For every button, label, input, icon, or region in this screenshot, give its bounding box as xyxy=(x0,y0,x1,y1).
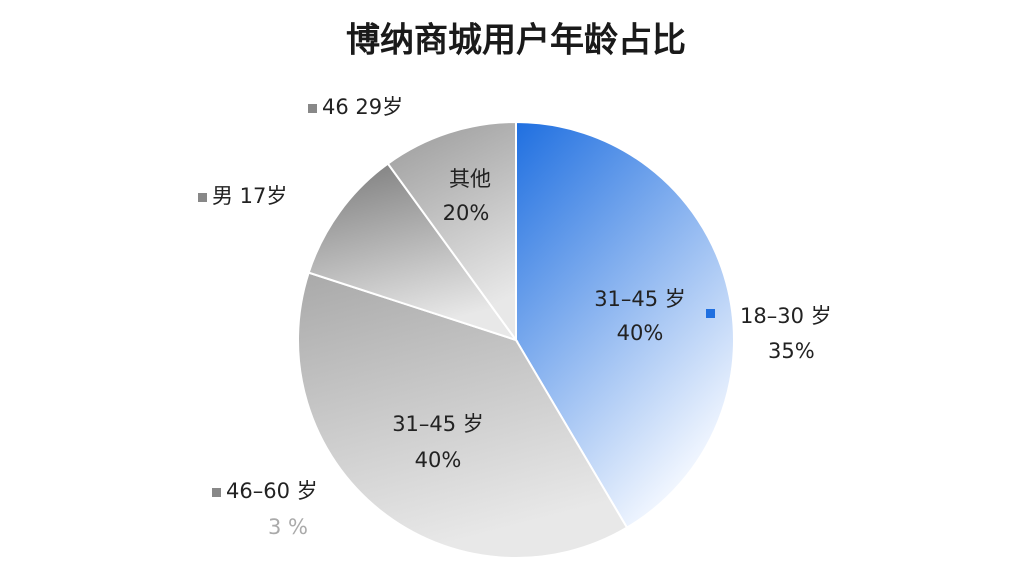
chart-title: 博纳商城用户年龄占比 xyxy=(346,21,686,61)
pie-slice xyxy=(515,120,735,530)
label-marker xyxy=(308,104,317,113)
slice-label: 40% xyxy=(415,448,462,472)
pie-slice xyxy=(386,120,517,344)
outer-label: 男 17岁 xyxy=(212,184,287,208)
slice-label: 20% xyxy=(443,201,490,225)
pie xyxy=(297,120,735,559)
outer-label: 35% xyxy=(768,339,815,363)
slice-label: 31–45 岁 xyxy=(392,412,484,436)
outer-label: 46–60 岁 xyxy=(226,479,318,503)
slice-label: 其他 xyxy=(449,167,491,191)
outer-label: 46 29岁 xyxy=(322,95,403,119)
pie-slice xyxy=(297,271,629,559)
label-marker xyxy=(212,488,221,497)
outer-label: 18–30 岁 xyxy=(740,304,832,328)
label-marker xyxy=(706,309,715,318)
label-marker xyxy=(198,193,207,202)
pie-slice xyxy=(307,162,519,342)
outer-label: 3 % xyxy=(268,515,308,539)
slice-label: 40% xyxy=(617,321,664,345)
slice-label: 31–45 岁 xyxy=(594,287,686,311)
